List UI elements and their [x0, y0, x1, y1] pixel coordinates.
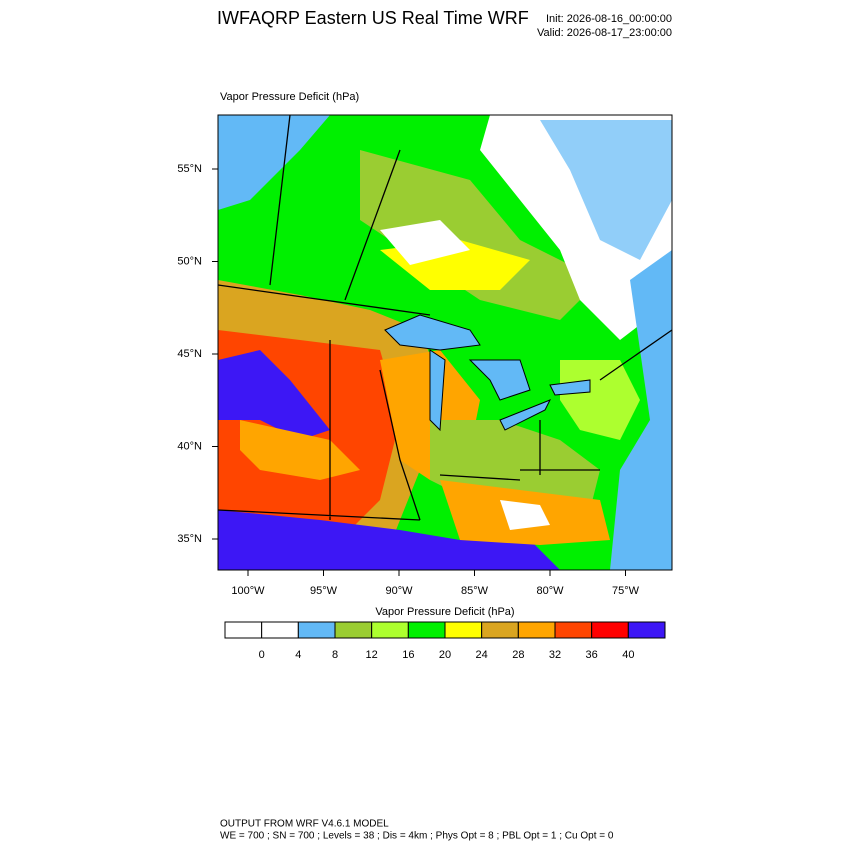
colorbar-tick-label: 28	[512, 649, 524, 661]
title: IWFAQRP Eastern US Real Time WRF	[217, 8, 529, 28]
colorbar-tick-label: 0	[259, 649, 265, 661]
colorbar-box	[481, 621, 519, 639]
colorbar-box	[444, 621, 483, 639]
field-region	[540, 120, 672, 260]
field-label: Vapor Pressure Deficit (hPa)	[220, 91, 359, 103]
colorbar-tick-label: 24	[476, 649, 488, 661]
footer-line: WE = 700 ; SN = 700 ; Levels = 38 ; Dis …	[220, 831, 614, 842]
colorbar-tick-label: 20	[439, 649, 451, 661]
lake	[499, 399, 552, 431]
colorbar-tick-label: 32	[549, 649, 561, 661]
colorbar-box	[261, 621, 299, 639]
map-field	[218, 115, 672, 570]
field-region	[380, 220, 470, 265]
colorbar-box	[334, 621, 373, 639]
valid-time: Valid: 2026-08-17_23:00:00	[537, 27, 672, 39]
colorbar-box	[407, 621, 446, 639]
lake	[468, 359, 531, 401]
colorbar-box	[297, 621, 336, 639]
colorbar-tick-label: 36	[586, 649, 598, 661]
colorbar-title: Vapor Pressure Deficit (hPa)	[375, 606, 514, 618]
field-region	[218, 350, 330, 440]
colorbar: 0 4 8 12 16 20 24 28 32 36 40	[224, 621, 666, 661]
colorbar-box	[591, 621, 629, 639]
lon-label: 90°W	[385, 585, 413, 597]
colorbar-tick-label: 16	[402, 649, 414, 661]
lon-label: 80°W	[536, 585, 564, 597]
colorbar-box	[627, 621, 666, 639]
lake	[429, 349, 446, 432]
lake	[384, 314, 481, 351]
lat-label: 50°N	[177, 255, 202, 267]
colorbar-box	[517, 621, 556, 639]
field-region	[218, 510, 560, 570]
field-region	[610, 250, 672, 570]
lon-label: 100°W	[231, 585, 265, 597]
lat-label: 40°N	[177, 440, 202, 452]
lon-label: 75°W	[612, 585, 640, 597]
lat-label: 55°N	[177, 163, 202, 175]
colorbar-tick-label: 4	[295, 649, 301, 661]
field-region	[218, 115, 330, 210]
colorbar-box	[371, 621, 409, 639]
lake	[549, 379, 591, 396]
colorbar-box	[224, 621, 263, 639]
footer-line: OUTPUT FROM WRF V4.6.1 MODEL	[220, 819, 389, 830]
field-region	[560, 360, 640, 440]
border	[218, 115, 672, 521]
map-frame	[217, 114, 673, 571]
field-region	[500, 500, 550, 530]
lon-label: 95°W	[310, 585, 338, 597]
field-region	[360, 150, 600, 320]
lat-label: 35°N	[177, 533, 202, 545]
colorbar-tick-label: 8	[332, 649, 338, 661]
colorbar-box	[554, 621, 593, 639]
colorbar-tick-label: 40	[622, 649, 634, 661]
lat-label: 45°N	[177, 348, 202, 360]
colorbar-tick-label: 12	[366, 649, 378, 661]
init-time: Init: 2026-08-16_00:00:00	[546, 13, 672, 25]
lon-label: 85°W	[461, 585, 489, 597]
